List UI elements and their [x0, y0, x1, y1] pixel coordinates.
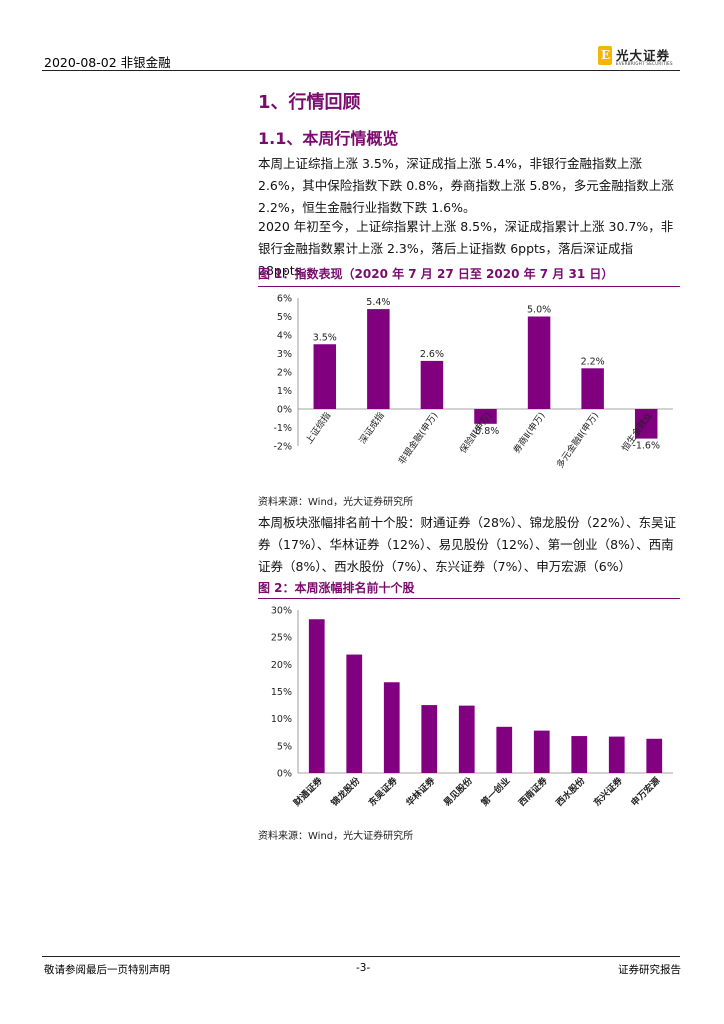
x-tick-label: 易见股份 — [441, 774, 476, 809]
y-tick-label: 25% — [271, 633, 292, 644]
bar — [420, 360, 444, 409]
y-tick-label: 0% — [277, 405, 292, 416]
x-tick-label: 西南证券 — [516, 774, 551, 809]
bar — [571, 736, 588, 773]
data-label: 5.4% — [366, 297, 390, 308]
x-tick-label: 东兴证券 — [591, 774, 626, 809]
figure1-rule — [258, 286, 680, 287]
y-tick-label: 6% — [277, 294, 292, 305]
y-tick-label: 15% — [271, 687, 292, 698]
x-tick-label: 锦龙股份 — [328, 774, 363, 809]
logo-english-text: EVERBRIGHT SECURITIES — [616, 61, 673, 66]
bar — [458, 705, 475, 773]
data-label: -1.6% — [632, 441, 660, 452]
x-tick-label: 深证成指 — [356, 410, 386, 446]
footer-divider — [42, 956, 680, 957]
y-tick-label: 30% — [271, 606, 292, 617]
page-number: -3- — [356, 962, 371, 974]
x-tick-label: 非银金融(申万) — [396, 410, 441, 467]
x-tick-label: 第一创业 — [478, 775, 512, 809]
bar — [383, 682, 400, 773]
bar — [608, 736, 625, 773]
y-tick-label: 10% — [271, 714, 292, 725]
y-tick-label: 20% — [271, 660, 292, 671]
index-performance-chart: 6% 5% 4% 3% 2% 1% 0% -1% -2% 3.5% 上证综指 5.4% 深证成指 2.6%… — [274, 294, 673, 470]
data-label: -0.8% — [472, 426, 500, 437]
bar — [421, 705, 438, 773]
subsection-heading: 1.1、本周行情概览 — [258, 129, 399, 148]
bar — [367, 309, 390, 409]
bar — [634, 409, 658, 439]
y-tick-label: 0% — [277, 769, 292, 780]
x-tick-label: 华林证券 — [403, 774, 438, 809]
data-label: 2.6% — [420, 349, 444, 360]
x-tick-label: 多元金融Ⅱ(申万) — [554, 410, 601, 470]
logo-mark-icon: E — [598, 46, 612, 65]
data-label: 5.0% — [527, 305, 551, 316]
logo-chinese-text: 光大证券 — [616, 48, 671, 63]
header-date-section: 2020-08-02 非银金融 — [44, 55, 171, 70]
footer-disclaimer-note: 敬请参阅最后一页特别声明 — [44, 964, 170, 976]
y-tick-label: 3% — [277, 349, 292, 360]
bar — [496, 726, 513, 773]
bar — [581, 368, 604, 409]
figure2-rule — [258, 598, 680, 599]
y-tick-label: -2% — [274, 442, 293, 453]
bar — [533, 730, 550, 773]
top-ten-stocks-chart: 30% 25% 20% 15% 10% 5% 0%财通证券 锦龙股份 东吴证券 华林证券 易见股份第… — [271, 606, 673, 809]
bar — [313, 344, 337, 409]
company-logo: E 光大证券 EVERBRIGHT SECURITIES — [598, 46, 686, 68]
data-label: 2.2% — [581, 356, 605, 367]
y-tick-label: 4% — [277, 331, 292, 342]
x-tick-label: 上证综指 — [303, 410, 333, 446]
paragraph-top-ten-stocks: 本周板块涨幅排名前十个股：财通证券（28%）、锦龙股份（22%）、东吴证券（17… — [258, 515, 677, 574]
figure2-source: 资料来源：Wind，光大证券研究所 — [258, 831, 414, 842]
footer-report-type: 证券研究报告 — [618, 964, 681, 976]
figure1-title: 图 1：指数表现（2020 年 7 月 27 日至 2020 年 7 月 31 … — [258, 267, 614, 281]
y-tick-label: 2% — [277, 368, 292, 379]
y-tick-label: 5% — [277, 741, 292, 752]
bar — [308, 619, 325, 773]
bar — [474, 409, 497, 424]
bar — [346, 654, 363, 773]
x-tick-label: 申万宏源 — [628, 775, 662, 809]
y-tick-label: -1% — [274, 423, 293, 434]
x-tick-label: 券商Ⅱ(申万) — [510, 410, 547, 456]
y-tick-label: 1% — [277, 386, 292, 397]
bar — [646, 738, 663, 773]
figure1-source: 资料来源：Wind，光大证券研究所 — [258, 497, 414, 508]
x-tick-label: 财通证券 — [290, 774, 325, 809]
paragraph-weekly-overview: 本周上证综指上涨 3.5%，深证成指上涨 5.4%，非银行金融指数上涨 2.6%… — [258, 156, 674, 215]
header-divider — [42, 70, 680, 71]
x-tick-label: 西水股份 — [553, 774, 588, 809]
y-tick-label: 5% — [277, 312, 292, 323]
data-label: 3.5% — [313, 332, 337, 343]
paragraph-ytd-overview: 2020 年初至今，上证综指累计上涨 8.5%，深证成指累计上涨 30.7%，非… — [258, 219, 674, 278]
bar — [527, 316, 551, 409]
x-tick-label: 东吴证券 — [366, 774, 401, 809]
section-heading: 1、行情回顾 — [258, 92, 361, 113]
figure2-title: 图 2：本周涨幅排名前十个股 — [258, 581, 415, 595]
